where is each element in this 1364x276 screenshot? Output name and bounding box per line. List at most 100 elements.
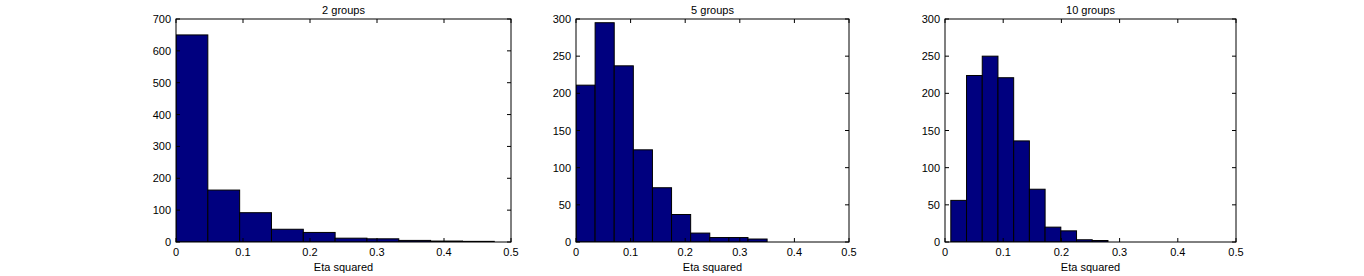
y-tick	[845, 56, 849, 57]
title: 5 groups	[691, 4, 734, 16]
y-tick	[507, 146, 511, 147]
x-tick	[1177, 238, 1178, 242]
y-tick	[576, 19, 580, 20]
y-tick	[507, 19, 511, 20]
y-tick-label: 600	[153, 45, 171, 57]
x-tick	[630, 238, 631, 242]
x-tick	[1061, 19, 1062, 23]
x-tick	[176, 19, 177, 23]
x-tick-label: 0.5	[503, 246, 518, 258]
bar	[967, 75, 983, 242]
y-tick	[576, 204, 580, 205]
plot-area	[576, 19, 849, 242]
x-tick	[511, 19, 512, 23]
x-tick	[576, 19, 577, 23]
bar	[652, 188, 671, 242]
y-tick-label: 250	[553, 50, 571, 62]
y-tick-label: 100	[922, 162, 940, 174]
y-tick	[845, 204, 849, 205]
y-tick	[176, 114, 180, 115]
y-tick-label: 300	[153, 140, 171, 152]
y-tick	[576, 93, 580, 94]
bar	[335, 238, 367, 242]
x-tick	[444, 19, 445, 23]
bar	[208, 190, 240, 242]
y-tick-label: 700	[153, 13, 171, 25]
y-tick-label: 0	[565, 236, 571, 248]
x-tick-label: 0.3	[732, 246, 747, 258]
y-tick-label: 200	[153, 172, 171, 184]
y-tick	[176, 178, 180, 179]
title: 2 groups	[322, 4, 365, 16]
subplot: 00.10.20.30.40.50501001502002503005 grou…	[553, 4, 857, 273]
x-tick	[377, 238, 378, 242]
x-tick	[739, 19, 740, 23]
frame	[945, 19, 1236, 242]
y-tick	[507, 114, 511, 115]
y-tick-label: 100	[553, 162, 571, 174]
x-tick-label: 0	[942, 246, 948, 258]
title: 10 groups	[1066, 4, 1115, 16]
y-tick-label: 250	[922, 50, 940, 62]
bars	[576, 23, 767, 242]
x-tick	[310, 19, 311, 23]
frame	[576, 19, 849, 242]
subplot: 00.10.20.30.40.501002003004005006007002 …	[153, 4, 519, 273]
x-tick	[794, 19, 795, 23]
x-tick-label: 0.2	[302, 246, 317, 258]
y-tick	[507, 50, 511, 51]
y-tick-label: 300	[553, 13, 571, 25]
x-tick	[794, 238, 795, 242]
y-tick	[176, 19, 180, 20]
x-tick	[1236, 19, 1237, 23]
y-tick	[576, 130, 580, 131]
x-tick	[1119, 238, 1120, 242]
x-tick-label: 0.2	[1054, 246, 1069, 258]
y-tick	[1232, 242, 1236, 243]
x-tick-label: 0.1	[996, 246, 1011, 258]
x-tick-label: 0.2	[678, 246, 693, 258]
y-tick	[1232, 19, 1236, 20]
bar	[998, 78, 1014, 242]
x-tick	[945, 238, 946, 242]
y-tick	[507, 82, 511, 83]
plot-area	[945, 19, 1236, 242]
y-tick-label: 0	[934, 236, 940, 248]
y-tick	[576, 56, 580, 57]
x-tick	[243, 238, 244, 242]
x-tick	[310, 238, 311, 242]
y-tick	[576, 167, 580, 168]
x-tick	[377, 19, 378, 23]
y-tick	[176, 242, 180, 243]
bar	[1061, 231, 1077, 242]
x-tick-label: 0.1	[235, 246, 250, 258]
x-tick	[243, 19, 244, 23]
x-tick-label: 0.4	[1170, 246, 1185, 258]
x-tick	[511, 238, 512, 242]
y-tick-label: 200	[922, 87, 940, 99]
y-tick	[1232, 130, 1236, 131]
y-tick-label: 200	[553, 87, 571, 99]
x-tick	[685, 19, 686, 23]
y-tick	[176, 210, 180, 211]
y-tick-label: 400	[153, 109, 171, 121]
x-tick-label: 0	[573, 246, 579, 258]
x-tick	[1003, 238, 1004, 242]
x-tick	[945, 19, 946, 23]
bar	[672, 214, 691, 242]
x-tick	[1177, 19, 1178, 23]
bar	[303, 232, 335, 242]
y-tick	[945, 167, 949, 168]
x-tick-label: 0	[173, 246, 179, 258]
x-tick	[176, 238, 177, 242]
x-tick-label: 0.5	[841, 246, 856, 258]
bar	[614, 66, 633, 242]
bar	[1014, 141, 1030, 242]
y-tick	[845, 242, 849, 243]
x-tick	[1119, 19, 1120, 23]
frame	[176, 19, 511, 242]
y-tick	[945, 204, 949, 205]
bar	[982, 56, 998, 242]
y-tick	[945, 93, 949, 94]
y-tick-label: 0	[165, 236, 171, 248]
